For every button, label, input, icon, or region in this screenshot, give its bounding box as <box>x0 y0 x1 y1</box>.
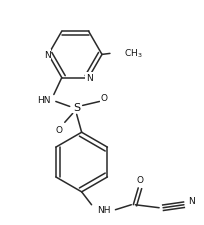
Text: O: O <box>137 176 144 184</box>
Text: NH: NH <box>97 205 110 214</box>
Text: CH$_3$: CH$_3$ <box>124 47 142 59</box>
Text: N: N <box>188 196 195 205</box>
Text: O: O <box>55 125 62 134</box>
Text: HN: HN <box>37 96 51 104</box>
Text: O: O <box>101 94 108 103</box>
Text: N: N <box>44 51 51 60</box>
Text: N: N <box>86 74 93 83</box>
Text: S: S <box>73 103 80 113</box>
